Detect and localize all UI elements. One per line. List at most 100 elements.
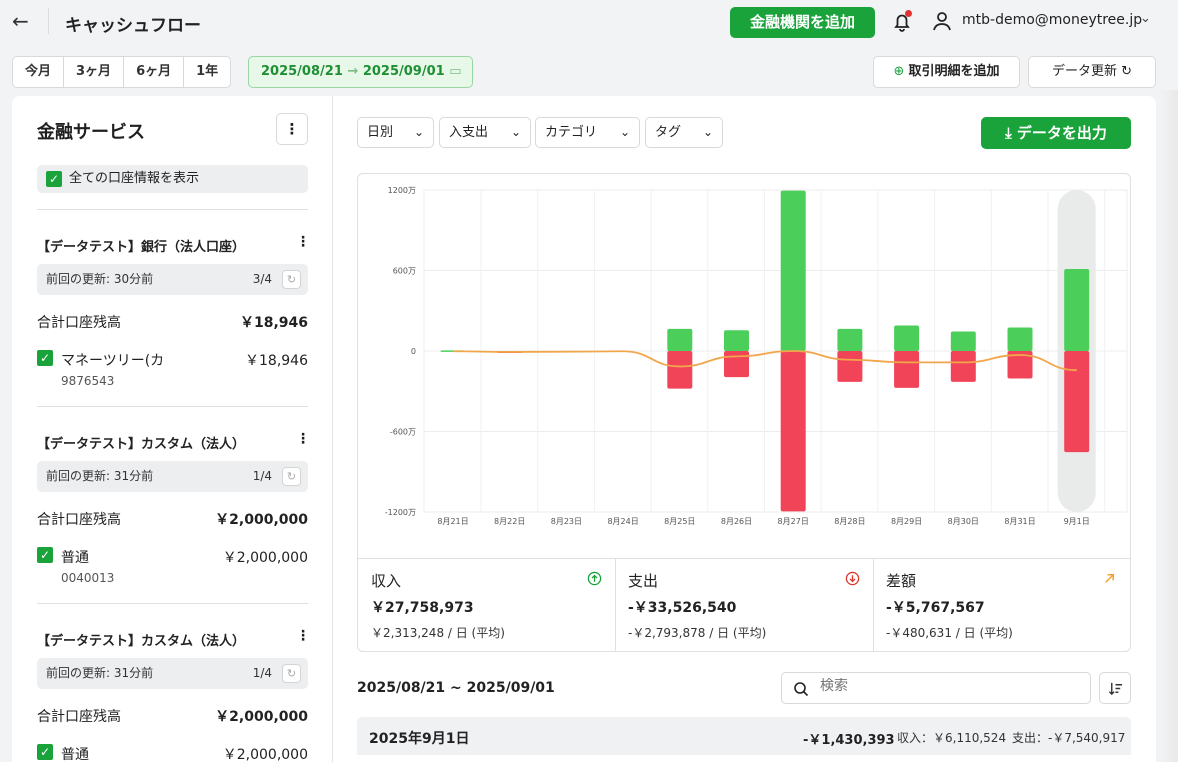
sync-icon[interactable]: ↻ [282,664,301,683]
account-name[interactable]: 普通 [61,747,89,762]
difference-value: -￥5,767,567 [886,600,985,616]
calendar-icon: ▭ [449,64,462,79]
category-dropdown[interactable]: カテゴリ ⌄ [535,117,640,148]
income-bar [894,325,920,351]
expense-bar [724,351,749,378]
back-arrow-icon[interactable]: ← [12,9,29,33]
user-icon[interactable] [930,9,954,33]
x-tick-label: 8月28日 [834,517,865,526]
x-tick-label: 9月1日 [1064,517,1090,526]
income-average: ￥2,313,248 / 日 (平均) [371,626,505,640]
chevron-down-icon[interactable]: ⌄ [1140,11,1151,26]
institution-more-icon[interactable]: ⋮ [296,431,310,447]
period-1-year[interactable]: 1年 [196,64,219,79]
x-tick-label: 8月29日 [891,517,922,526]
search-field[interactable] [781,672,1091,704]
arrow-up-circle-icon [587,571,602,586]
bell-icon[interactable] [890,10,914,34]
balance-value: ￥2,000,000 [215,709,308,725]
period-this-month[interactable]: 今月 [13,57,65,87]
plus-circle-icon: ⊕ [893,64,909,79]
y-tick-label: -600万 [390,428,416,437]
add-institution-button[interactable]: 金融機関を追加 [730,7,875,38]
x-tick-label: 8月25日 [664,517,695,526]
download-icon: ⤓ [1005,124,1017,142]
tag-dropdown[interactable]: タグ ⌄ [645,117,723,148]
account-balance: ￥2,000,000 [222,747,308,762]
chevron-down-icon: ⌄ [413,125,424,139]
add-transaction-label: 取引明細を追加 [908,64,1000,79]
income-bar [780,190,806,351]
institution-more-icon[interactable]: ⋮ [296,234,310,250]
sync-icon[interactable]: ↻ [282,467,301,486]
sync-icon[interactable]: ↻ [282,270,301,289]
flow-dropdown[interactable]: 入支出 ⌄ [439,117,531,148]
account-number: 0040013 [61,571,115,585]
show-all-label: 全ての口座情報を表示 [69,171,200,186]
export-data-button[interactable]: ⤓ データを出力 [981,117,1131,149]
show-all-accounts-toggle[interactable]: ✓ 全ての口座情報を表示 [37,165,308,193]
income-value: ￥27,758,973 [371,600,474,616]
institution-more-icon[interactable]: ⋮ [296,628,310,644]
institution-name[interactable]: 【データテスト】カスタム（法人） [37,634,246,649]
user-email[interactable]: mtb-demo@moneytree.jp [962,12,1143,28]
date-range-picker[interactable]: 2025/08/21 → 2025/09/01 ▭ [248,56,473,88]
checkbox-icon[interactable]: ✓ [46,171,62,187]
day-summary-row[interactable] [357,717,1131,755]
period-selector: 今月 3ヶ月 6ヶ月 1年 [12,56,232,88]
update-status: 前回の更新: 30分前 3/4 ↻ [37,264,308,295]
add-transaction-button[interactable]: ⊕ 取引明細を追加 [873,56,1020,88]
date-end: 2025/09/01 [362,64,445,79]
expense-bar [780,351,806,512]
period-3-months[interactable]: 3ヶ月 [64,57,125,87]
interval-dropdown[interactable]: 日別 ⌄ [357,117,434,148]
sort-button[interactable] [1099,672,1131,704]
stats-separator [873,559,874,652]
y-tick-label: 1200万 [388,186,416,195]
day-expense: 支出：-￥7,540,917 [1012,731,1126,745]
category-value: カテゴリ [545,125,598,140]
arrow-up-right-icon [1105,574,1114,583]
expense-label: 支出 [628,572,659,590]
sidebar-more-button[interactable]: ⋮ [276,113,308,145]
income-bar [1007,327,1033,351]
divider [37,406,308,407]
account-name[interactable]: マネーツリー(カ [61,353,165,369]
account-checkbox[interactable]: ✓ [37,744,53,760]
x-tick-label: 8月21日 [437,517,468,526]
income-bar [724,330,749,351]
search-icon [794,682,809,697]
update-status: 前回の更新: 31分前 1/4 ↻ [37,461,308,492]
flow-value: 入支出 [449,125,489,140]
y-tick-label: 600万 [393,267,416,276]
institution-name[interactable]: 【データテスト】銀行（法人口座） [37,240,246,255]
update-count: 1/4 [252,666,272,680]
search-input[interactable] [820,678,1080,694]
x-tick-label: 8月31日 [1004,517,1035,526]
cashflow-chart[interactable]: 1200万 600万 0 -600万 -1200万 8月21日 8月22日 8月23日 8月24… [358,174,1130,558]
update-status: 前回の更新: 31分前 1/4 ↻ [37,658,308,689]
day-date: 2025年9月1日 [369,731,470,747]
account-name[interactable]: 普通 [61,550,89,566]
update-time: 前回の更新: 31分前 [46,469,154,483]
institution-name[interactable]: 【データテスト】カスタム（法人） [37,437,246,452]
interval-value: 日別 [367,125,394,140]
x-tick-label: 8月22日 [494,517,525,526]
account-checkbox[interactable]: ✓ [37,350,53,366]
header-divider [48,8,49,34]
balance-value: ￥2,000,000 [215,512,308,528]
update-count: 1/4 [252,469,272,483]
account-checkbox[interactable]: ✓ [37,547,53,563]
y-tick-label: 0 [411,347,416,356]
expense-bar [667,351,693,389]
expense-bar [894,351,920,388]
balance-label: 合計口座残高 [37,512,121,528]
arrow-down-circle-icon [845,571,860,586]
balance-label: 合計口座残高 [37,315,121,331]
period-6-months[interactable]: 6ヶ月 [124,57,185,87]
x-tick-label: 8月23日 [551,517,582,526]
expense-bar [837,351,863,382]
date-start: 2025/08/21 [261,64,343,79]
day-net: -￥1,430,393 [803,733,895,748]
refresh-data-button[interactable]: データ更新 ↻ [1028,56,1156,88]
